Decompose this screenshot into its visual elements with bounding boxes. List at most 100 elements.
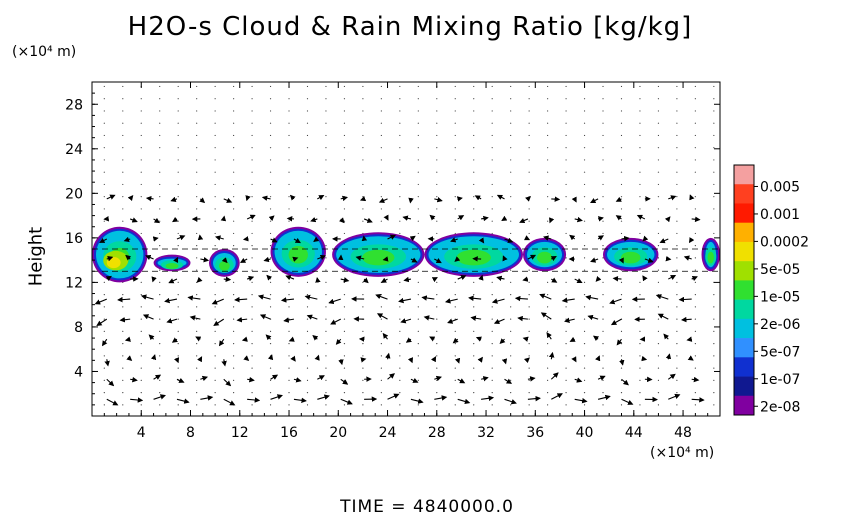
x-tick-label: 40 <box>576 425 594 441</box>
grid-dot <box>233 147 235 149</box>
grid-dot <box>510 232 512 235</box>
grid-dot <box>436 196 438 198</box>
grid-dot <box>233 110 235 112</box>
grid-dot <box>343 208 346 210</box>
grid-dot <box>196 110 198 112</box>
grid-dot <box>454 134 456 137</box>
grid-dot <box>343 196 346 198</box>
grid-dot <box>694 85 696 88</box>
y-axis-ticks: 4 8 12 16 20 24 28 <box>65 92 720 406</box>
wind-arrow <box>590 198 599 203</box>
wind-arrow <box>571 356 577 363</box>
grid-dot <box>417 196 419 198</box>
grid-dot <box>547 85 549 88</box>
grid-dot <box>325 183 327 186</box>
grid-dot <box>233 171 235 173</box>
wind-arrow <box>317 254 326 261</box>
grid-dot <box>196 269 198 271</box>
grid-dot <box>177 355 179 357</box>
wind-arrow <box>148 334 155 341</box>
grid-dot <box>380 392 382 394</box>
grid-dot <box>159 196 161 198</box>
grid-dot <box>639 183 641 186</box>
grid-dot <box>177 318 179 320</box>
grid-dot <box>602 367 604 369</box>
grid-dot <box>251 392 253 394</box>
grid-dot <box>620 134 623 137</box>
grid-dot <box>694 318 696 320</box>
grid-dot <box>325 147 327 149</box>
wind-arrow <box>678 296 692 303</box>
wind-arrow <box>429 214 436 221</box>
grid-dot <box>565 134 567 137</box>
grid-dot <box>140 122 142 124</box>
grid-dot <box>380 147 382 149</box>
grid-dot <box>343 306 346 308</box>
x-tick-label: 48 <box>674 425 692 441</box>
x-tick-label: 36 <box>526 425 544 441</box>
wind-arrow <box>609 298 622 305</box>
grid-dot <box>473 85 475 88</box>
grid-dot <box>583 306 586 308</box>
grid-dot <box>103 281 105 283</box>
wind-arrow <box>527 395 541 402</box>
wind-arrow <box>434 196 443 203</box>
grid-dot <box>122 171 124 173</box>
grid-dot <box>676 269 678 271</box>
grid-dot <box>251 98 253 100</box>
wind-arrow <box>621 398 634 405</box>
grid-dot <box>639 147 641 149</box>
wind-arrow <box>166 318 178 324</box>
grid-dot <box>676 208 678 210</box>
grid-dot <box>694 171 696 173</box>
grid-dot <box>196 85 198 88</box>
wind-arrow <box>359 195 367 202</box>
grid-dot <box>657 367 660 369</box>
grid-dot <box>676 147 678 149</box>
grid-dot <box>713 330 715 332</box>
grid-dot <box>159 343 161 345</box>
grid-dot <box>214 208 216 210</box>
grid-dot <box>288 208 290 210</box>
grid-dot <box>657 330 660 332</box>
grid-dot <box>491 367 493 369</box>
grid-dot <box>602 183 604 186</box>
grid-dot <box>159 306 161 308</box>
grid-dot <box>325 269 327 271</box>
wind-arrow <box>659 238 669 244</box>
cloud-contours <box>92 226 720 283</box>
colorbar-swatch <box>734 222 754 243</box>
grid-dot <box>306 147 309 149</box>
grid-dot <box>473 343 475 345</box>
grid-dot <box>233 98 235 100</box>
grid-dot <box>269 85 272 88</box>
grid-dot <box>620 85 623 88</box>
wind-arrow <box>153 374 162 380</box>
wind-arrow <box>668 195 677 201</box>
grid-dot <box>417 134 419 137</box>
grid-dot <box>159 367 161 369</box>
grid-dot <box>620 404 623 406</box>
time-label: TIME = 4840000.0 <box>340 497 514 517</box>
cloud-blob <box>153 254 191 272</box>
wind-arrow <box>615 215 622 221</box>
grid-dot <box>602 122 604 124</box>
grid-dot <box>473 196 475 198</box>
grid-dot <box>343 404 346 406</box>
wind-arrow <box>450 237 458 243</box>
grid-dot <box>491 404 493 406</box>
grid-dot <box>620 196 623 198</box>
wind-arrow <box>221 359 227 367</box>
grid-dot <box>140 232 142 235</box>
grid-dot <box>325 122 327 124</box>
grid-dot <box>325 379 327 381</box>
grid-dot <box>140 392 142 394</box>
grid-dot <box>676 257 678 259</box>
grid-dot <box>122 208 124 210</box>
wind-arrow <box>152 236 159 242</box>
wind-arrow <box>293 397 307 404</box>
wind-arrow <box>612 276 622 282</box>
wind-arrow <box>410 257 418 263</box>
grid-dot <box>510 122 512 124</box>
colorbar-swatch <box>734 241 754 262</box>
